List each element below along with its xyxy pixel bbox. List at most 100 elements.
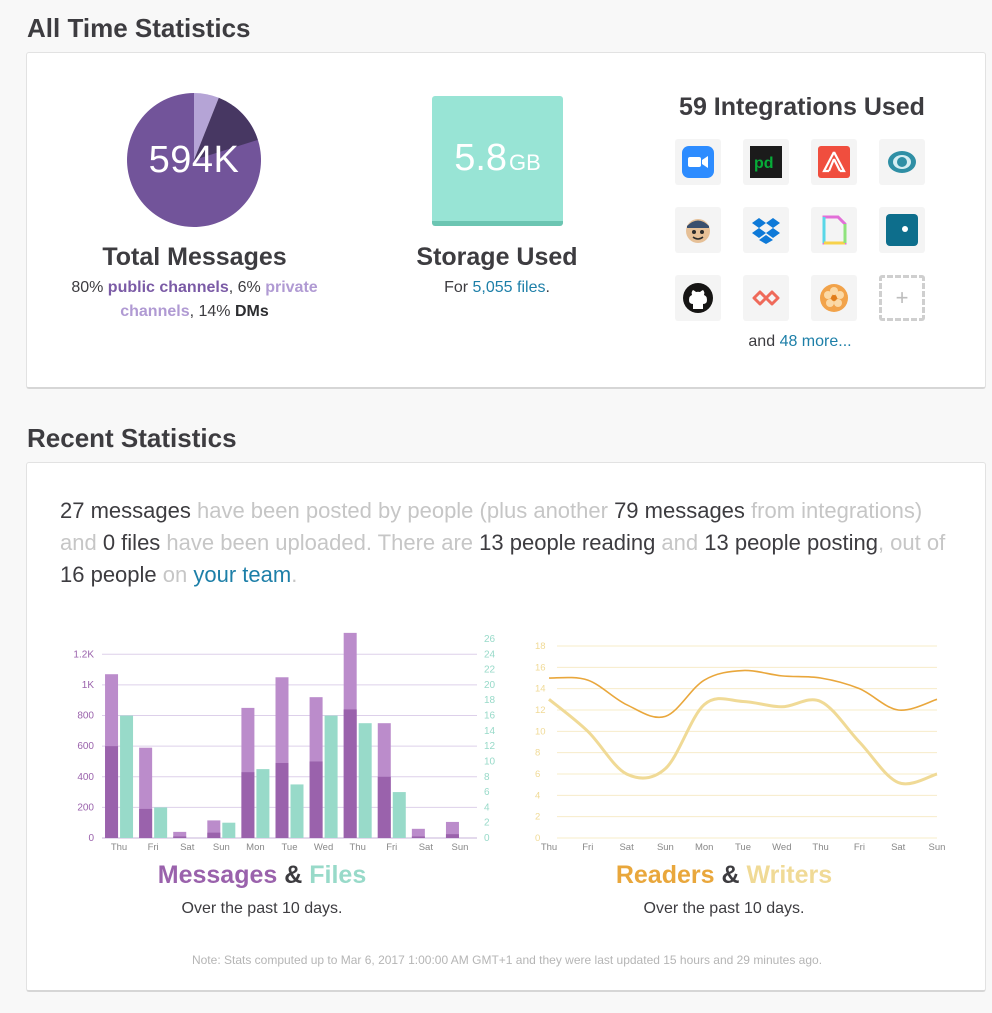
x-tick-label: Sun bbox=[657, 842, 674, 853]
x-tick-label: Fri bbox=[854, 842, 865, 853]
messages-pie: 594K bbox=[127, 93, 262, 227]
summary-text: , out of bbox=[877, 530, 946, 555]
x-tick-label: Tue bbox=[281, 842, 297, 853]
integrations-heading: 59 Integrations Used bbox=[679, 93, 925, 121]
x-tick-label: Fri bbox=[386, 842, 397, 853]
y-tick-label: 18 bbox=[535, 641, 546, 652]
pagerduty-icon[interactable]: pd bbox=[743, 139, 789, 185]
infinity-app-icon[interactable] bbox=[743, 275, 789, 321]
github-icon[interactable] bbox=[675, 275, 721, 321]
chart1-subtitle: Over the past 10 days. bbox=[181, 900, 343, 917]
x-tick-label: Mon bbox=[695, 842, 713, 853]
svg-text:pd: pd bbox=[754, 155, 774, 172]
storage-sub: For 5,055 files. bbox=[372, 276, 622, 300]
summary-text: on bbox=[156, 562, 194, 587]
total-messages-value: 594K bbox=[148, 138, 240, 181]
team-size: 16 people bbox=[60, 562, 157, 587]
x-tick-label: Sat bbox=[180, 842, 195, 853]
right-tick-label: 6 bbox=[484, 787, 490, 798]
messages-people-bar bbox=[343, 709, 357, 838]
messages-people-bar bbox=[173, 836, 187, 838]
x-tick-label: Thu bbox=[111, 842, 127, 853]
x-tick-label: Thu bbox=[349, 842, 365, 853]
messages-bar bbox=[411, 828, 425, 838]
right-tick-label: 10 bbox=[484, 756, 496, 767]
readers-legend: Readers bbox=[615, 861, 715, 889]
summary-text: have been uploaded. There are bbox=[160, 530, 480, 555]
integration-messages-count: 79 messages bbox=[614, 498, 745, 523]
right-tick-label: 0 bbox=[484, 833, 490, 844]
files-bar bbox=[120, 715, 134, 838]
add-integration-icon[interactable]: + bbox=[879, 275, 925, 321]
ampersand: & bbox=[277, 861, 310, 889]
separator: , bbox=[189, 303, 195, 320]
pie-slice-dm bbox=[194, 97, 258, 160]
dropbox-icon[interactable] bbox=[743, 207, 789, 253]
right-tick-label: 8 bbox=[484, 772, 490, 783]
files-legend: Files bbox=[309, 861, 367, 889]
left-tick-label: 200 bbox=[77, 802, 94, 813]
left-tick-label: 1.2K bbox=[73, 649, 94, 660]
page-app-icon[interactable] bbox=[811, 207, 857, 253]
messages-people-bar bbox=[411, 836, 425, 838]
x-tick-label: Sat bbox=[419, 842, 434, 853]
readers-count: 13 people reading bbox=[479, 530, 656, 555]
people-messages-count: 27 messages bbox=[60, 498, 191, 523]
x-tick-label: Wed bbox=[772, 842, 791, 853]
pct-public: 80% bbox=[71, 279, 104, 296]
messages-people-bar bbox=[139, 808, 153, 838]
x-tick-label: Sat bbox=[619, 842, 634, 853]
messages-people-bar bbox=[445, 834, 459, 838]
messages-legend: Messages bbox=[157, 861, 278, 889]
and-text: and bbox=[748, 333, 776, 350]
pct-private: 6% bbox=[237, 279, 261, 296]
mailchimp-icon[interactable] bbox=[675, 207, 721, 253]
files-bar bbox=[392, 792, 406, 838]
left-tick-label: 1K bbox=[82, 680, 95, 691]
writers-count: 13 people posting bbox=[704, 530, 878, 555]
square-dot-app-icon[interactable] bbox=[879, 207, 925, 253]
eye-app-icon[interactable] bbox=[879, 139, 925, 185]
right-tick-label: 22 bbox=[484, 665, 496, 676]
messages-people-bar bbox=[309, 761, 323, 838]
separator: , bbox=[228, 279, 234, 296]
files-link[interactable]: 5,055 files bbox=[472, 279, 546, 296]
x-tick-label: Thu bbox=[812, 842, 828, 853]
writers-line bbox=[548, 697, 938, 786]
x-tick-label: Sun bbox=[213, 842, 230, 853]
more-integrations: and 48 more... bbox=[675, 333, 925, 351]
sentry-icon[interactable] bbox=[811, 139, 857, 185]
flower-app-icon[interactable] bbox=[811, 275, 857, 321]
files-bar bbox=[154, 807, 168, 838]
dms-label: DMs bbox=[234, 303, 269, 320]
summary-text: from integrations) and bbox=[60, 498, 923, 555]
right-tick-label: 16 bbox=[484, 711, 496, 722]
summary-text: and bbox=[655, 530, 705, 555]
storage-heading: Storage Used bbox=[416, 243, 578, 271]
x-tick-label: Thu bbox=[541, 842, 557, 853]
right-tick-label: 24 bbox=[484, 649, 496, 660]
right-tick-label: 26 bbox=[484, 634, 496, 645]
writers-legend: Writers bbox=[746, 861, 833, 889]
messages-pie-chart bbox=[127, 93, 262, 227]
your-team-link[interactable]: your team bbox=[193, 562, 292, 587]
storage-unit: GB bbox=[509, 149, 541, 175]
recent-title: Recent Statistics bbox=[27, 423, 237, 453]
total-messages-heading: Total Messages bbox=[102, 243, 287, 271]
more-integrations-link[interactable]: 48 more... bbox=[779, 333, 852, 350]
zoom-icon[interactable] bbox=[675, 139, 721, 185]
recent-summary: 27 messages have been posted by people (… bbox=[60, 495, 960, 591]
files-bar bbox=[256, 769, 270, 838]
files-bar bbox=[222, 822, 236, 838]
summary-text: have been posted by people (plus another bbox=[190, 498, 615, 523]
messages-bar bbox=[173, 831, 187, 838]
right-tick-label: 20 bbox=[484, 680, 496, 691]
chart2-subtitle: Over the past 10 days. bbox=[643, 900, 805, 917]
all-time-title: All Time Statistics bbox=[27, 13, 251, 43]
y-tick-label: 6 bbox=[535, 769, 540, 780]
storage-tile: 5.8 GB bbox=[432, 96, 563, 226]
files-count: 0 files bbox=[102, 530, 161, 555]
chart1-title: Messages & Files bbox=[87, 861, 437, 890]
right-tick-label: 18 bbox=[484, 695, 496, 706]
y-tick-label: 4 bbox=[535, 790, 540, 801]
